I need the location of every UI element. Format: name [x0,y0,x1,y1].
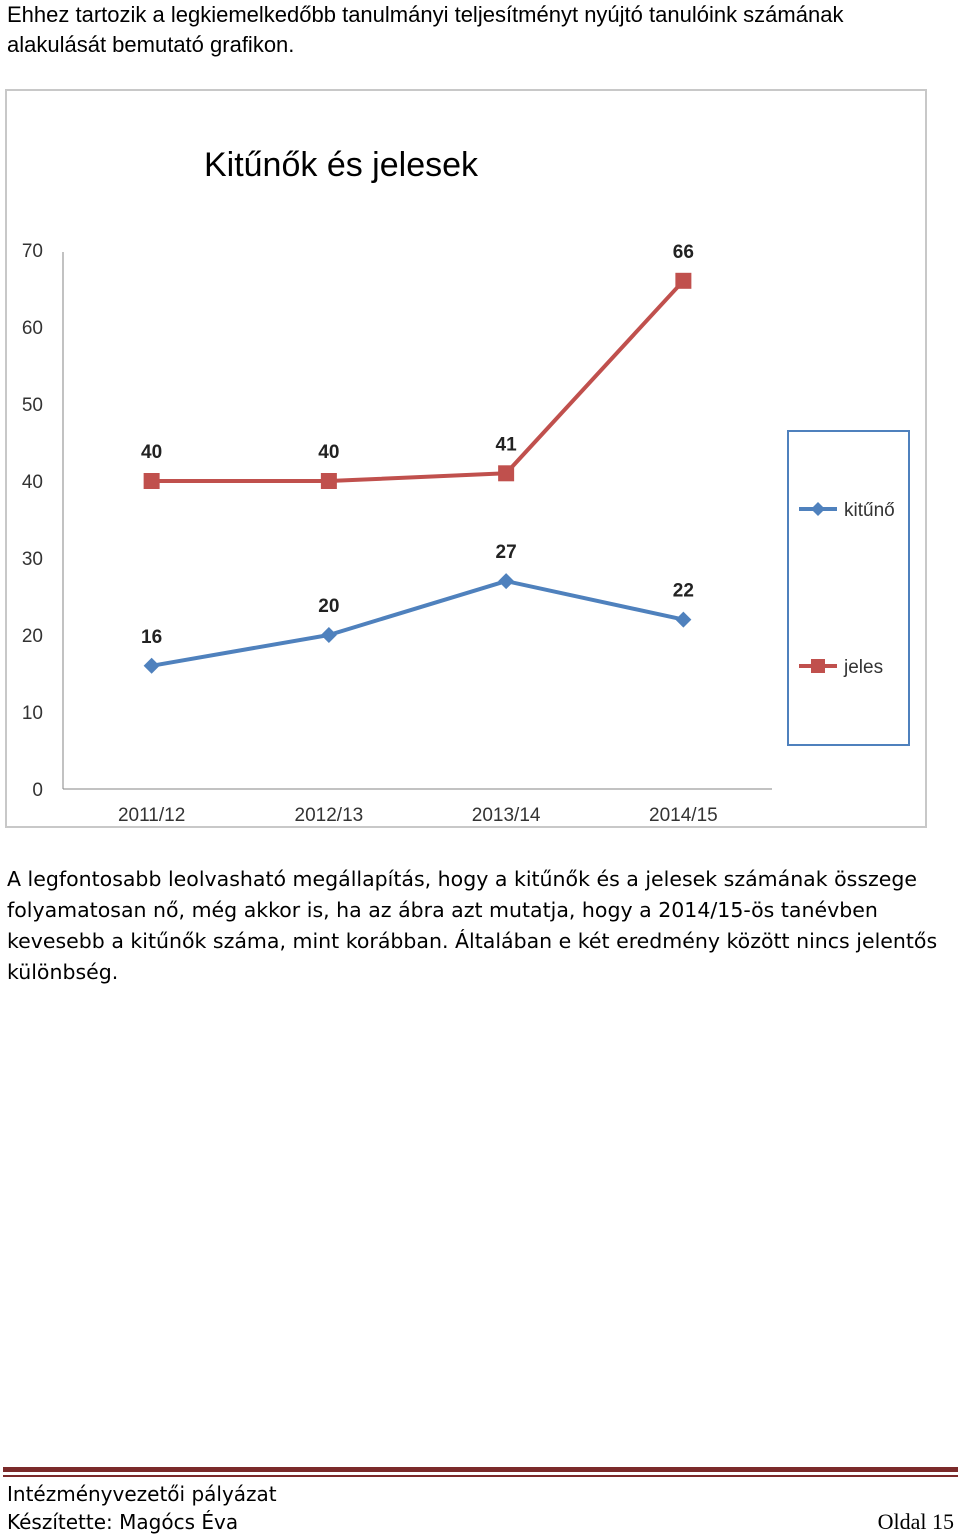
footer-author: Készítette: Magócs Éva [7,1510,239,1534]
footer-rule-thin [3,1475,958,1477]
intro-text: Ehhez tartozik a legkiemelkedőbb tanulmá… [7,2,844,57]
data-label: 20 [318,596,339,617]
footer-rule [3,1467,958,1472]
data-label-layer: 16 20 27 22 40 40 41 66 [141,242,694,648]
series-line-1 [149,579,686,668]
data-label: 40 [141,442,162,463]
y-tick-label: 20 [22,626,43,647]
y-tick-labels: 0 10 20 30 40 50 60 70 [22,241,43,801]
legend-marker-diamond [811,502,825,516]
body-paragraph: A legfontosabb leolvasható megállapítás,… [7,867,938,984]
x-tick-label: 2011/12 [118,805,185,826]
x-tick-label: 2014/15 [649,805,718,826]
data-label: 66 [673,242,694,263]
series-marker-diamond [675,611,692,628]
data-label: 41 [496,434,518,455]
y-tick-label: 0 [32,780,43,801]
y-tick-label: 30 [22,549,43,570]
x-tick-labels: 2011/12 2012/13 2013/14 2014/15 [118,805,718,826]
legend: kitűnő jeles [799,500,895,678]
legend-label: jeles [843,657,883,678]
chart-title: Kitűnők és jelesek [204,146,479,184]
y-tick-label: 70 [22,241,43,262]
chart-frame: Kitűnők és jelesek 0 10 20 30 40 50 60 70 2011/… [5,89,927,828]
legend-box [787,430,910,746]
series-marker-diamond [498,573,515,590]
series-line-2 [149,278,686,483]
y-tick-label: 40 [22,472,43,493]
data-label: 40 [318,442,339,463]
y-tick-label: 10 [22,703,43,724]
footer-page-number: Oldal 15 [877,1509,954,1534]
y-tick-label: 50 [22,395,43,416]
series-marker-square [143,473,160,489]
series-marker-square [498,465,515,482]
data-label: 16 [141,627,162,648]
line-chart: Kitűnők és jelesek 0 10 20 30 40 50 60 70 2011/… [22,146,910,826]
footer-title: Intézményvezetői pályázat [7,1482,277,1506]
y-tick-label: 60 [22,318,43,339]
series-marker-square [675,272,692,289]
series-marker-diamond [320,627,337,643]
x-tick-label: 2012/13 [295,805,364,826]
series-marker-square [320,473,337,489]
data-label: 27 [496,542,517,563]
data-label: 22 [673,581,694,602]
legend-label: kitűnő [844,500,895,521]
series-layer [143,272,692,674]
x-tick-label: 2013/14 [472,805,541,826]
series-marker-diamond [143,657,160,674]
legend-marker-square [811,659,825,673]
